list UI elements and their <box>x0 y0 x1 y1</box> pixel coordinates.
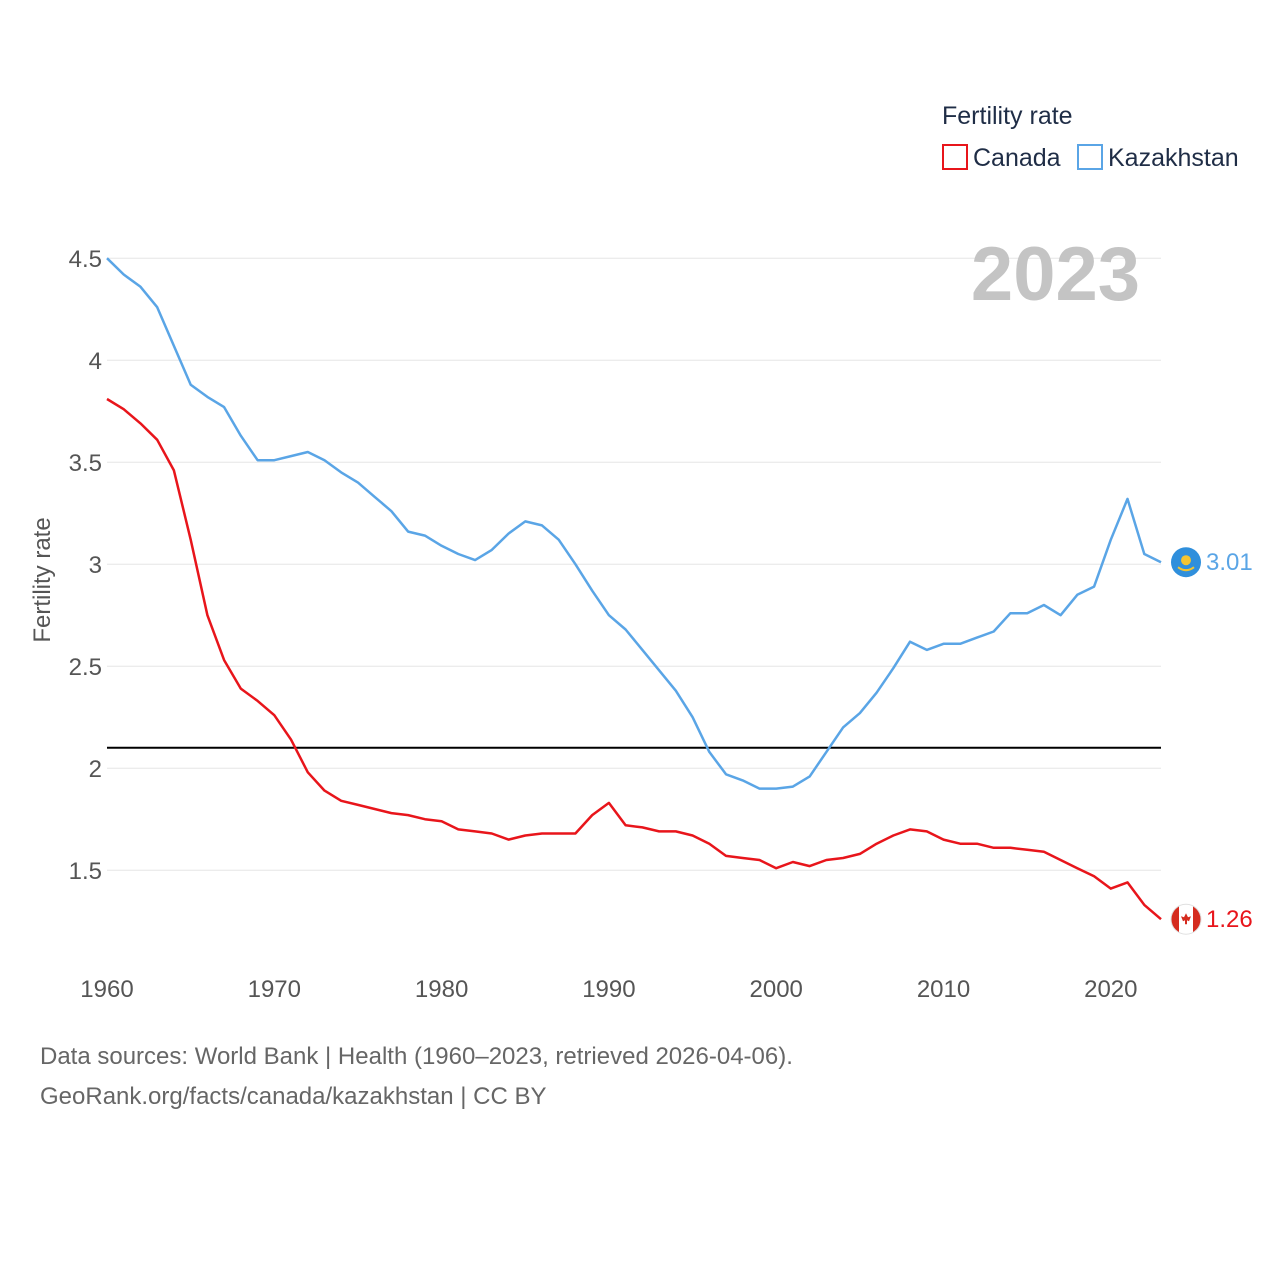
legend-canada-label[interactable]: Canada <box>973 144 1061 172</box>
kazakhstan-flag-icon <box>1171 547 1201 578</box>
kazakhstan-series-line[interactable] <box>106 257 1162 790</box>
y-tick-label: 1.5 <box>69 858 102 885</box>
y-axis-ticks: 1.5 2 2.5 3 3.5 4 4.5 <box>69 246 102 885</box>
y-tick-label: 2.5 <box>69 654 102 681</box>
y-tick-label: 2 <box>89 756 102 783</box>
x-tick-label: 1990 <box>582 976 635 1003</box>
y-axis-title: Fertility rate <box>29 517 56 642</box>
year-label: 2023 <box>971 232 1140 317</box>
y-tick-label: 4.5 <box>69 246 102 273</box>
y-tick-label: 4 <box>89 348 102 375</box>
x-tick-label: 2020 <box>1084 976 1137 1003</box>
legend[interactable]: Fertility rate Canada Kazakhstan <box>942 102 1239 172</box>
x-tick-label: 2000 <box>750 976 803 1003</box>
x-tick-label: 2010 <box>917 976 970 1003</box>
x-tick-label: 1970 <box>248 976 301 1003</box>
y-tick-label: 3 <box>89 552 102 579</box>
legend-kazakhstan-swatch[interactable] <box>1077 144 1103 170</box>
canada-series-line[interactable] <box>106 397 1162 921</box>
legend-canada-swatch[interactable] <box>942 144 968 170</box>
legend-kazakhstan-label[interactable]: Kazakhstan <box>1108 144 1239 172</box>
legend-title: Fertility rate <box>942 102 1073 130</box>
kazakhstan-end-value: 3.01 <box>1206 549 1253 576</box>
x-axis-ticks: 1960 1970 1980 1990 2000 2010 2020 <box>80 976 1137 1003</box>
canada-flag-icon <box>1170 903 1202 935</box>
gridlines <box>107 257 1161 871</box>
canada-end-value: 1.26 <box>1206 906 1253 933</box>
x-tick-label: 1980 <box>415 976 468 1003</box>
source-url[interactable]: GeoRank.org/facts/canada/kazakhstan | CC… <box>40 1083 547 1110</box>
x-tick-label: 1960 <box>80 976 133 1003</box>
y-tick-label: 3.5 <box>69 450 102 477</box>
data-source-note: Data sources: World Bank | Health (1960–… <box>40 1043 793 1070</box>
